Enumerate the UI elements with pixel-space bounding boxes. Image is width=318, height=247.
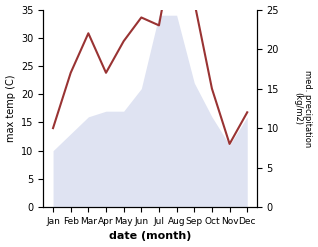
Y-axis label: max temp (C): max temp (C) xyxy=(5,75,16,142)
X-axis label: date (month): date (month) xyxy=(109,231,191,242)
Y-axis label: med. precipitation
(kg/m2): med. precipitation (kg/m2) xyxy=(293,70,313,147)
